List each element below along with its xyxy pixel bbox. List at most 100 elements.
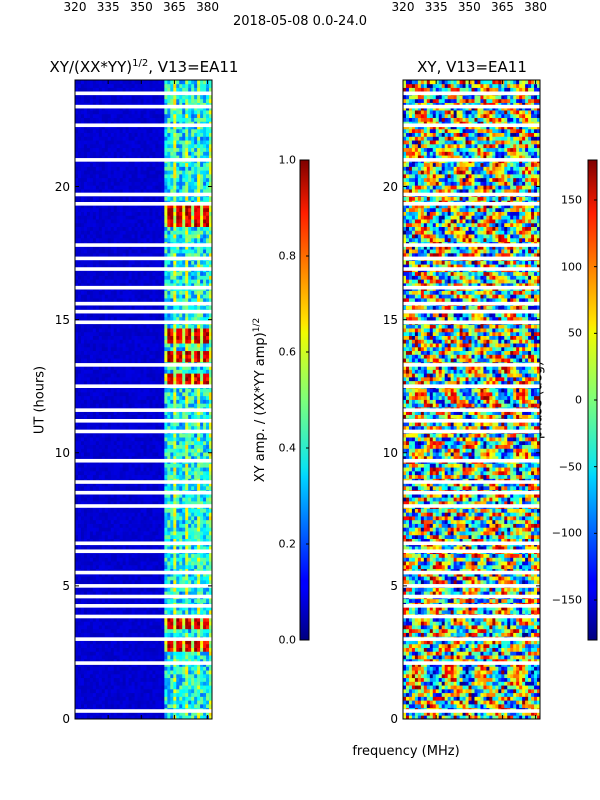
- amp-row: [75, 313, 212, 318]
- phase-row: [403, 354, 540, 359]
- phase-row: [403, 113, 540, 118]
- phase-row: [403, 576, 540, 581]
- left-ytick-label: 10: [54, 445, 70, 460]
- left-xtick-label: 365: [162, 0, 186, 14]
- phase-row: [403, 211, 540, 216]
- amp-row: [75, 350, 212, 355]
- amp-row: [75, 561, 212, 566]
- phase-row: [403, 143, 540, 149]
- amp-row: [75, 609, 212, 615]
- phase-row: [403, 234, 540, 239]
- amp-row: [75, 376, 212, 382]
- colorbar-ticks: [306, 159, 597, 641]
- amp-row: [75, 474, 212, 479]
- phase-row: [403, 369, 540, 374]
- phase-row: [403, 117, 540, 122]
- phase-row: [403, 410, 540, 415]
- phase-gap: [403, 604, 540, 608]
- amp-row: [75, 391, 212, 397]
- amp-row: [75, 117, 212, 122]
- amp-row: [75, 455, 212, 461]
- phase-gap: [403, 504, 540, 508]
- amp-row: [75, 553, 212, 558]
- amp-row: [75, 245, 212, 250]
- phase-row: [403, 482, 540, 487]
- phase-row: [403, 298, 540, 303]
- amp-row: [75, 343, 212, 348]
- amp-row: [75, 222, 212, 227]
- phase-row: [403, 222, 540, 227]
- phase-row: [403, 666, 540, 671]
- phase-row: [403, 98, 540, 103]
- phase-gap: [403, 614, 540, 619]
- phase-gap: [403, 267, 540, 271]
- amp-row: [75, 440, 212, 446]
- colorbar-amp: [299, 159, 310, 641]
- amp-row: [75, 388, 212, 393]
- phase-row: [403, 279, 540, 284]
- cb-amp-tick-label: 0.8: [278, 249, 297, 263]
- amp-row: [75, 448, 212, 453]
- amp-row: [75, 166, 212, 171]
- amp-row: [75, 470, 212, 476]
- phase-gap: [403, 202, 540, 206]
- left-axes-frame: [74, 79, 213, 720]
- phase-row: [403, 655, 540, 660]
- phase-gap: [403, 158, 540, 162]
- amp-row: [75, 546, 212, 551]
- amp-row: [75, 128, 212, 134]
- amplitude-flag-gaps: [75, 91, 212, 713]
- phase-row: [403, 527, 540, 532]
- phase-row: [403, 452, 540, 457]
- amp-row: [75, 87, 212, 92]
- phase-row: [403, 628, 540, 633]
- amp-row: [75, 516, 212, 521]
- amp-row: [75, 237, 212, 243]
- amp-row: [75, 328, 212, 333]
- phase-gap: [403, 549, 540, 554]
- phase-row: [403, 538, 540, 543]
- amp-gap: [75, 419, 212, 423]
- phase-row: [403, 136, 540, 141]
- phase-row: [403, 470, 540, 476]
- phase-row: [403, 95, 540, 100]
- phase-row: [403, 647, 540, 652]
- amp-row: [75, 673, 212, 679]
- amp-row: [75, 485, 212, 491]
- phase-row: [403, 125, 540, 130]
- amp-gap: [75, 637, 212, 641]
- x-axis-label: frequency (MHz): [352, 744, 460, 759]
- amp-gap: [75, 192, 212, 197]
- phase-gap: [403, 490, 540, 495]
- phase-row: [403, 606, 540, 611]
- phase-row: [403, 87, 540, 92]
- amp-gap: [75, 408, 212, 412]
- phase-gap: [403, 458, 540, 463]
- phase-row: [403, 230, 540, 235]
- phase-gap: [403, 594, 540, 599]
- phase-gap: [403, 541, 540, 546]
- phase-row: [403, 328, 540, 333]
- phase-row: [403, 346, 540, 352]
- cb-phase-tick-label: 100: [561, 260, 582, 274]
- amp-row: [75, 587, 212, 592]
- phase-row: [403, 80, 540, 85]
- phase-gap: [403, 104, 540, 109]
- phase-gap: [403, 363, 540, 367]
- amp-row: [75, 700, 212, 705]
- amp-row: [75, 403, 212, 408]
- amp-row: [75, 670, 212, 675]
- phase-row: [403, 625, 540, 630]
- amp-gap: [75, 123, 212, 128]
- phase-row: [403, 226, 540, 231]
- phase-gap: [403, 285, 540, 290]
- amp-row: [75, 696, 212, 701]
- amp-row: [75, 534, 212, 539]
- phase-gap: [403, 320, 540, 325]
- phase-row: [403, 83, 540, 88]
- amp-row: [75, 121, 212, 126]
- amp-row: [75, 324, 212, 329]
- amp-gap: [75, 202, 212, 206]
- amp-row: [75, 568, 212, 573]
